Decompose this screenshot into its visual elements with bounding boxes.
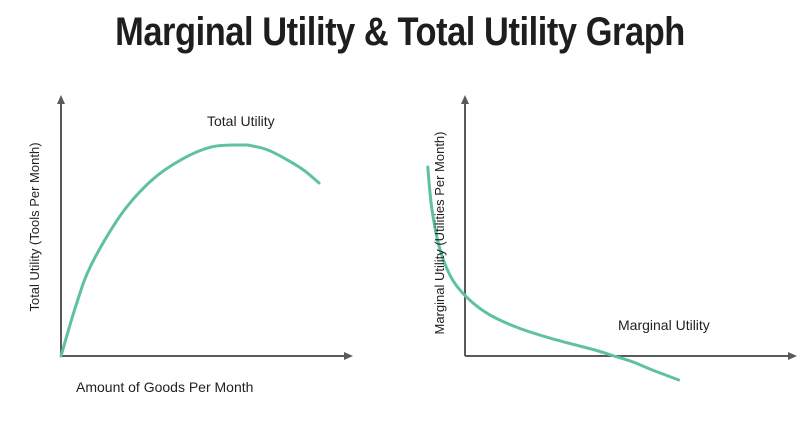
total-utility-axes bbox=[57, 95, 353, 360]
marginal-utility-x-axis-arrow bbox=[788, 352, 797, 360]
total-utility-series-label: Total Utility bbox=[207, 113, 275, 129]
marginal-utility-axes bbox=[461, 95, 797, 360]
page-title: Marginal Utility & Total Utility Graph bbox=[115, 10, 685, 54]
marginal-utility-y-axis-label: Marginal Utility (Utilities Per Month) bbox=[432, 132, 447, 335]
marginal-utility-y-axis-arrow bbox=[461, 95, 469, 104]
total-utility-curve bbox=[59, 143, 321, 358]
total-utility-x-axis-arrow bbox=[344, 352, 353, 360]
marginal-utility-curve bbox=[426, 165, 681, 382]
total-utility-y-axis-label: Total Utility (Tools Per Month) bbox=[27, 142, 42, 311]
marginal-utility-series-label: Marginal Utility bbox=[618, 317, 710, 333]
total-utility-y-axis-arrow bbox=[57, 95, 65, 104]
total-utility-x-axis-label: Amount of Goods Per Month bbox=[76, 379, 253, 395]
